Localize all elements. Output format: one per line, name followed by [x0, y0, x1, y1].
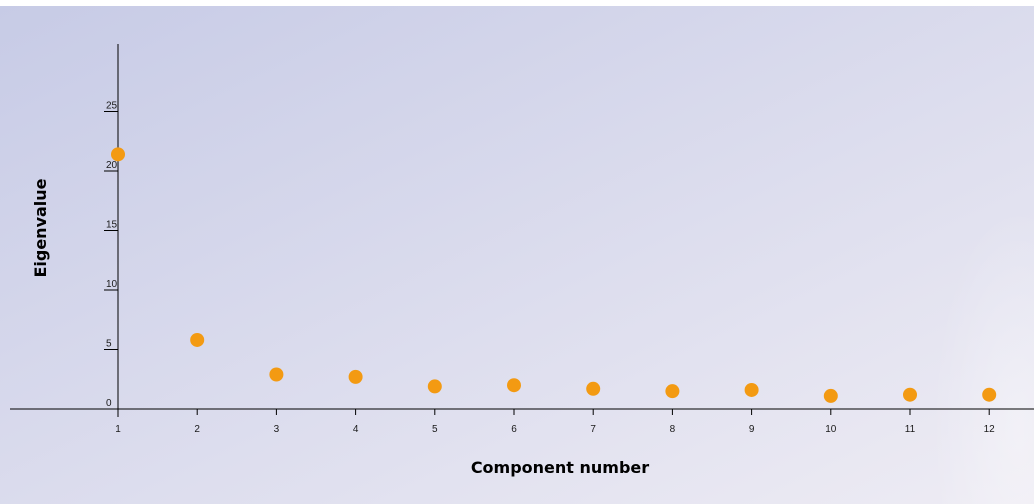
y-axis-title: Eigenvalue [31, 178, 50, 277]
y-tick-label: 25 [106, 101, 118, 112]
x-tick-label: 6 [511, 424, 517, 435]
x-tick-label: 2 [194, 424, 200, 435]
data-point [269, 367, 284, 382]
data-point [586, 381, 601, 396]
background-sheen [840, 6, 1034, 504]
x-tick-label: 10 [825, 424, 837, 435]
y-tick-label: 0 [106, 398, 112, 409]
x-tick-label: 3 [274, 424, 280, 435]
x-tick-label: 9 [749, 424, 755, 435]
data-point [427, 379, 442, 394]
y-tick-label: 20 [106, 160, 118, 171]
data-point [507, 378, 521, 393]
data-point [111, 147, 125, 162]
x-tick-label: 7 [590, 424, 596, 435]
x-tick-label: 8 [670, 424, 676, 435]
data-point [744, 382, 759, 397]
y-tick-label: 10 [106, 279, 118, 290]
x-axis-title: Component number [471, 458, 649, 477]
data-point [665, 384, 680, 399]
data-point [348, 369, 363, 384]
x-tick-label: 11 [905, 424, 916, 435]
x-tick-label: 12 [984, 424, 996, 435]
x-tick-label: 4 [353, 424, 359, 435]
x-tick-label: 1 [115, 424, 121, 435]
data-point [823, 388, 838, 403]
data-point [982, 387, 997, 402]
plot-background [0, 6, 1034, 504]
data-points [111, 147, 997, 403]
x-tick-label: 5 [432, 424, 438, 435]
data-point [903, 387, 917, 402]
data-point [190, 332, 205, 347]
y-tick-label: 5 [106, 339, 112, 350]
y-tick-label: 15 [106, 220, 118, 231]
